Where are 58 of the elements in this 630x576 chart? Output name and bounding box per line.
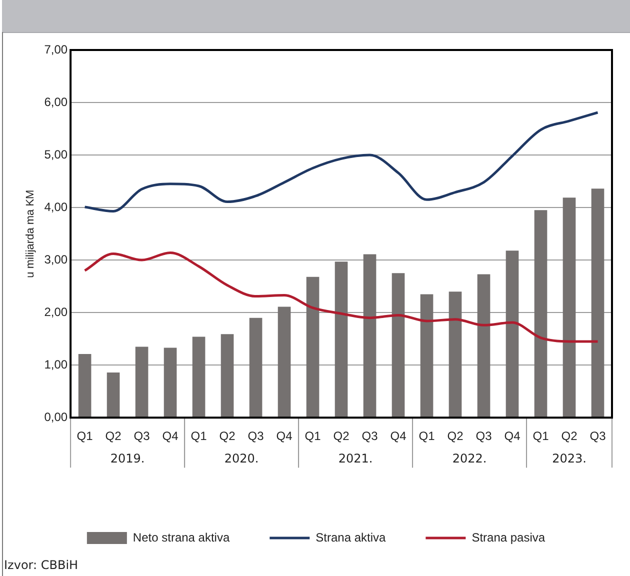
- y-tick-label: 2,00: [44, 304, 68, 319]
- x-tick-label: Q1: [532, 429, 550, 444]
- bar: [534, 210, 548, 418]
- bar: [106, 372, 120, 418]
- y-tick-label: 0,00: [44, 410, 68, 424]
- y-tick-label: 5,00: [44, 147, 68, 162]
- bar: [562, 198, 576, 418]
- bar: [420, 294, 434, 418]
- text: Izvor: CBBiH: [4, 558, 78, 572]
- bar: [334, 262, 348, 418]
- y-axis-title: u milijarda ma KM: [24, 190, 37, 278]
- y-tick-label: 6,00: [44, 94, 68, 109]
- text: 2022.: [452, 452, 487, 466]
- bar: [306, 276, 320, 418]
- text: 2020.: [224, 452, 259, 466]
- x-tick-label: Q2: [333, 429, 350, 444]
- legend-label: Neto strana aktiva: [132, 530, 230, 544]
- text: 2019.: [110, 452, 145, 466]
- bar: [392, 273, 405, 418]
- bar: [164, 348, 177, 418]
- x-tick-label: Q1: [304, 429, 322, 444]
- bar: [192, 336, 206, 418]
- text: 2021.: [338, 452, 373, 466]
- bar: [363, 254, 376, 418]
- y-tick-label: 1,00: [44, 357, 68, 372]
- bar: [477, 274, 490, 418]
- bar: [506, 250, 519, 418]
- bar: [278, 306, 291, 418]
- x-tick-label: Q1: [418, 429, 436, 444]
- x-tick-label: Q4: [390, 429, 407, 444]
- x-tick-label: Q4: [504, 429, 521, 444]
- x-tick-label: Q2: [105, 429, 122, 444]
- bar: [135, 346, 148, 418]
- line-series: [84, 111, 599, 212]
- bar: [220, 334, 234, 418]
- x-tick-label: Q1: [76, 429, 94, 444]
- text: 2023.: [552, 452, 586, 466]
- x-tick-label: Q3: [134, 429, 150, 444]
- x-tick-label: Q1: [190, 429, 208, 444]
- x-tick-label: Q2: [447, 429, 464, 444]
- bar: [78, 354, 92, 418]
- bar: [249, 318, 262, 418]
- x-tick-label: Q3: [590, 429, 606, 444]
- legend-label: Strana pasiva: [472, 530, 546, 544]
- x-tick-label: Q3: [248, 429, 264, 444]
- x-tick-label: Q4: [276, 429, 293, 444]
- y-tick-label: 7,00: [44, 42, 68, 56]
- y-tick-label: 3,00: [44, 252, 68, 266]
- bar: [448, 292, 462, 418]
- bar: [591, 188, 604, 418]
- x-tick-label: Q3: [476, 429, 492, 444]
- y-tick-label: 4,00: [44, 200, 68, 214]
- x-tick-label: Q4: [162, 429, 179, 444]
- x-tick-label: Q2: [219, 429, 236, 444]
- legend-label: Strana aktiva: [316, 530, 386, 544]
- x-tick-label: Q2: [561, 429, 578, 444]
- x-tick-label: Q3: [362, 429, 378, 444]
- line-series: [84, 251, 599, 343]
